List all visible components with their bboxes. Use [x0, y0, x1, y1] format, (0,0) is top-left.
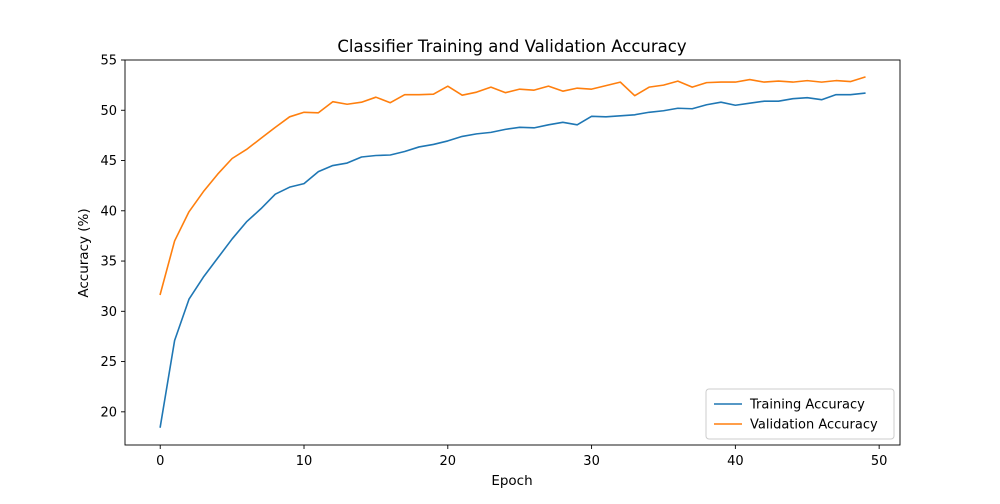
plot-area: 0 10 20 30 40 50 20 25 30 35 40 45 50 55 Training Accu…	[100, 54, 901, 469]
chart-title: Classifier Training and Validation Accur…	[337, 37, 686, 56]
x-tick-label: 10	[296, 454, 313, 469]
y-tick-label: 30	[100, 305, 117, 320]
x-tick-label: 20	[440, 454, 457, 469]
y-tick-label: 35	[100, 255, 117, 270]
y-tick-label: 50	[100, 104, 117, 119]
axes-frame	[124, 59, 901, 446]
x-axis-label: Epoch	[491, 473, 532, 489]
series-line-training-accuracy	[159, 92, 866, 428]
x-tick-label: 30	[583, 454, 600, 469]
y-tick-label: 20	[100, 405, 117, 420]
y-axis-label: Accuracy (%)	[76, 208, 92, 297]
y-tick-label: 45	[100, 154, 117, 169]
legend-label: Training Accuracy	[749, 398, 865, 413]
x-tick-label: 40	[727, 454, 744, 469]
x-tick-label: 50	[871, 454, 888, 469]
x-tick-label: 0	[156, 454, 164, 469]
y-tick-label: 55	[100, 54, 117, 69]
legend-box	[705, 388, 895, 440]
legend-label: Validation Accuracy	[750, 418, 878, 433]
y-tick-label: 25	[100, 355, 117, 370]
series-line-validation-accuracy	[159, 76, 866, 296]
y-tick-label: 40	[100, 204, 117, 219]
